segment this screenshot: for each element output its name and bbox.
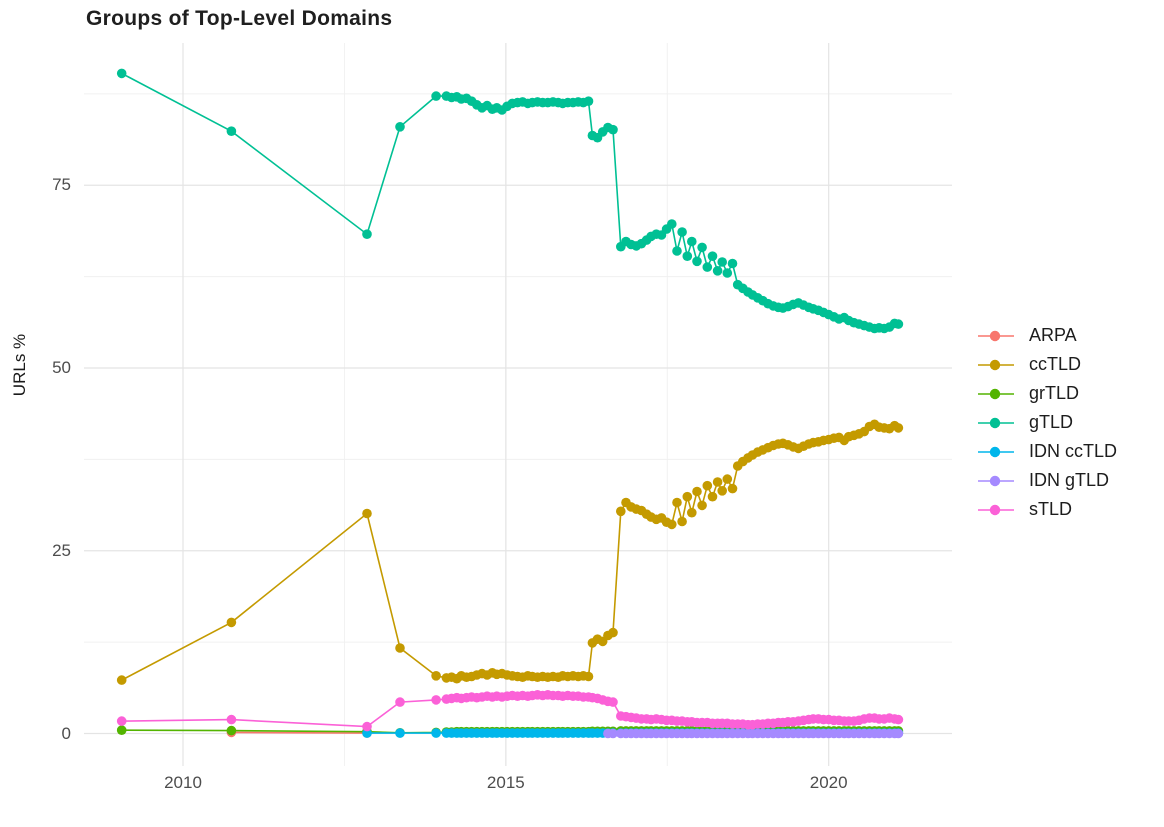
data-point (707, 491, 718, 502)
data-point (682, 491, 693, 502)
data-point (692, 256, 702, 267)
legend-key-icon (978, 417, 1014, 428)
series-line-arpa (231, 731, 368, 734)
data-point (667, 519, 677, 530)
series-stld (116, 690, 904, 732)
data-point (583, 671, 594, 682)
legend: ARPA ccTLD grTLD gTLD IDN ccTLD IDN gTLD sTLD (976, 321, 1117, 524)
data-point (717, 257, 727, 267)
legend-key-icon (978, 475, 1014, 486)
y-tick-label: 75 (52, 175, 71, 195)
data-point (116, 725, 127, 735)
data-point (226, 714, 237, 725)
legend-key-icon (978, 330, 1014, 341)
data-point (583, 96, 594, 106)
legend-label: gTLD (1029, 412, 1074, 432)
data-point (395, 697, 405, 707)
data-point (702, 262, 713, 272)
data-point (616, 506, 626, 517)
legend-label: ccTLD (1029, 354, 1082, 374)
legend-item-idn-gtld: IDN gTLD (976, 466, 1117, 495)
data-point (362, 508, 372, 519)
data-point (608, 627, 618, 638)
data-point (712, 477, 723, 487)
data-point (722, 268, 733, 278)
data-point (722, 474, 733, 484)
legend-label: IDN ccTLD (1029, 441, 1118, 461)
data-point (362, 721, 372, 732)
x-tick-label: 2010 (164, 773, 202, 792)
data-point (226, 126, 237, 136)
legend-item-grtld: grTLD (976, 379, 1117, 408)
data-point (608, 124, 618, 135)
data-point (893, 423, 904, 433)
data-point (395, 643, 405, 653)
series-gtld (116, 68, 904, 334)
legend-key-icon (978, 446, 1014, 457)
data-point (697, 242, 707, 253)
legend-item-cctld: ccTLD (976, 350, 1117, 379)
data-point (893, 319, 904, 329)
y-tick-label: 25 (52, 540, 71, 560)
legend-label: ARPA (1029, 325, 1077, 345)
legend-item-arpa: ARPA (976, 321, 1117, 350)
legend-key-icon (978, 359, 1014, 370)
legend-label: sTLD (1029, 499, 1073, 519)
series-idn-gtld (603, 728, 904, 739)
data-point (362, 229, 372, 239)
series-cctld (116, 419, 904, 685)
data-point (608, 697, 618, 707)
x-tick-label: 2020 (809, 773, 848, 792)
legend-key-icon (978, 388, 1014, 399)
data-point (727, 258, 738, 269)
data-point (687, 507, 697, 518)
legend-item-stld: sTLD (976, 495, 1117, 524)
data-point (893, 714, 904, 725)
data-point (677, 227, 687, 237)
data-point (687, 236, 697, 247)
legend-item-idn-cctld: IDN ccTLD (976, 437, 1117, 466)
series-line-gtld (121, 72, 899, 330)
data-point (697, 500, 707, 511)
y-tick-label: 50 (52, 358, 71, 377)
gridlines (84, 43, 952, 766)
data-point (682, 251, 693, 261)
data-point (667, 219, 677, 229)
data-point (431, 728, 441, 738)
data-point (677, 516, 687, 527)
x-tick-label: 2015 (486, 773, 525, 792)
legend-key-icon (978, 504, 1014, 515)
data-point (395, 122, 405, 132)
data-point (608, 728, 618, 739)
data-point (893, 728, 904, 739)
data-point (672, 497, 682, 508)
legend-item-gtld: gTLD (976, 408, 1117, 437)
data-point (431, 671, 441, 681)
data-point (712, 266, 723, 276)
legend-label: IDN gTLD (1029, 470, 1110, 490)
data-point (431, 91, 441, 101)
series-arpa (226, 727, 372, 738)
legend-label: grTLD (1029, 383, 1080, 403)
data-point (692, 486, 702, 497)
data-point (116, 716, 127, 726)
data-point (395, 728, 405, 738)
chart-title: Groups of Top-Level Domains (86, 7, 393, 30)
data-point (717, 486, 727, 496)
data-point (226, 617, 237, 628)
data-point (431, 695, 441, 705)
y-tick-label: 0 (61, 723, 71, 743)
data-point (702, 480, 713, 491)
data-point (672, 246, 682, 256)
data-point (226, 725, 237, 736)
data-point (707, 251, 718, 261)
data-point (727, 483, 738, 494)
data-point (116, 675, 127, 685)
data-point (116, 68, 127, 79)
